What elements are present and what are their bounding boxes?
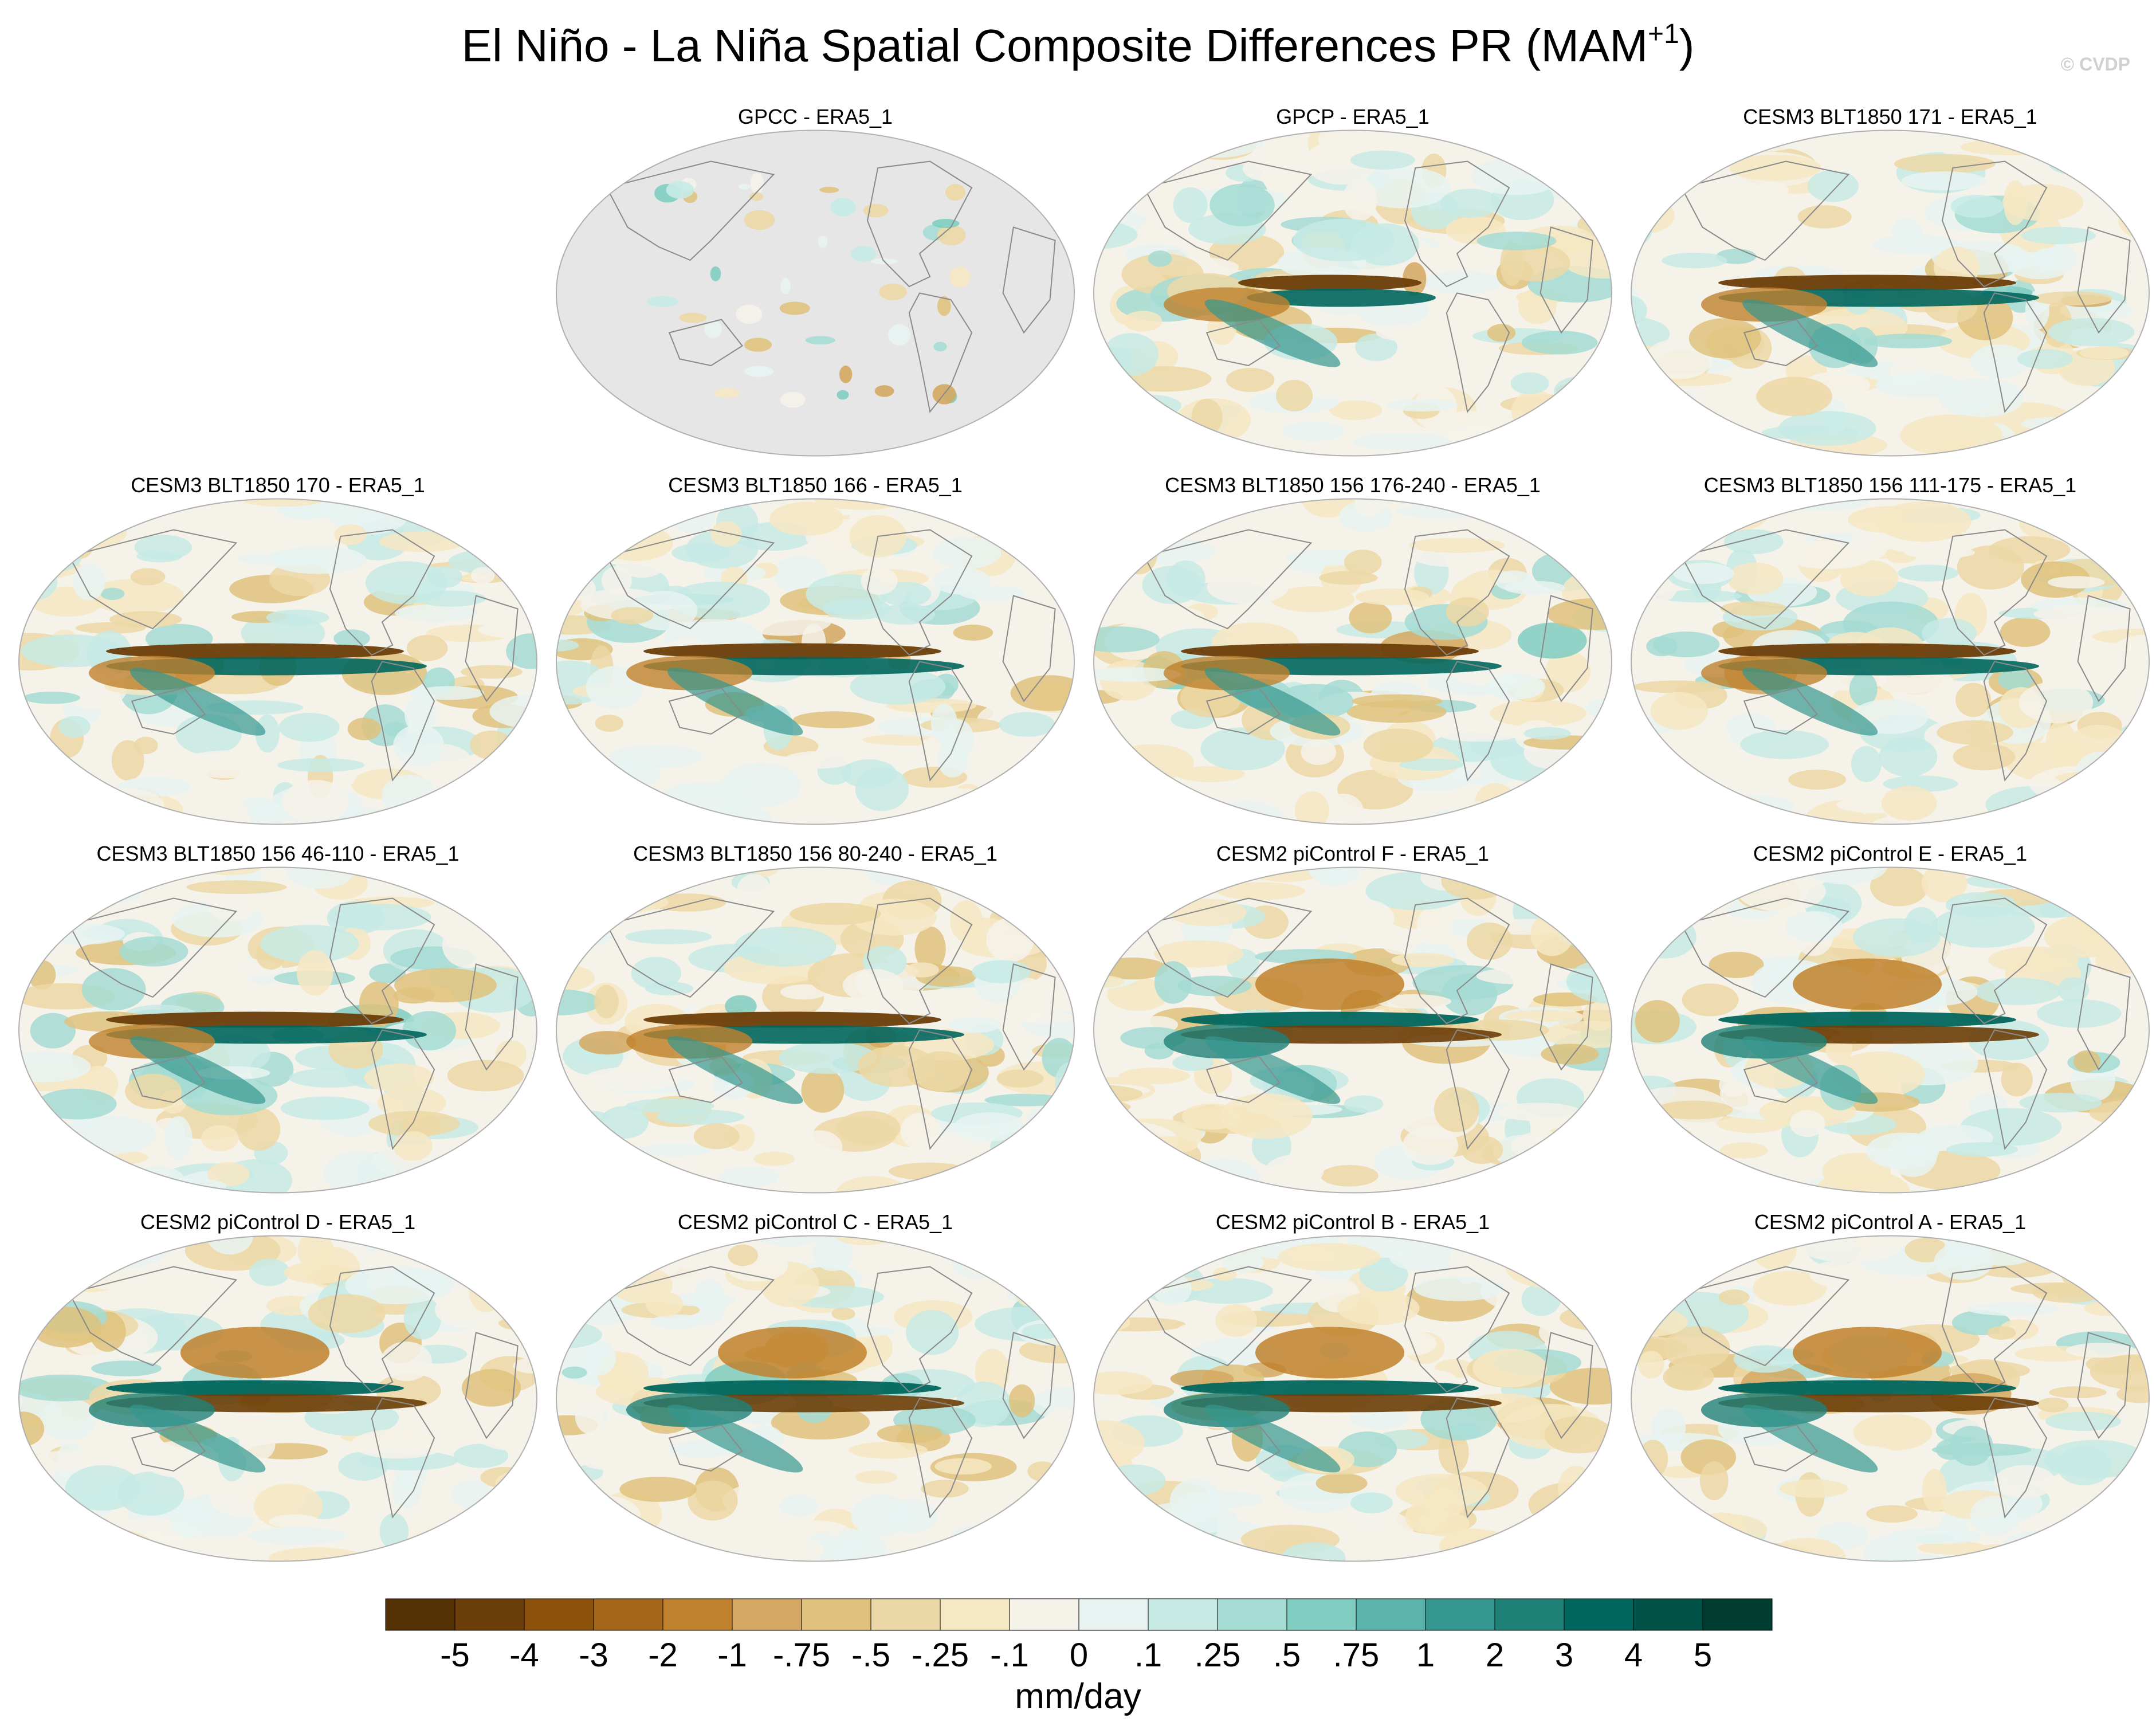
map-panel: CESM2 piControl B - ERA5_1	[1086, 1210, 1619, 1565]
colorbar-swatch	[1494, 1598, 1565, 1631]
map-panel: CESM3 BLT1850 156 46-110 - ERA5_1	[11, 841, 544, 1197]
map-panel: CESM2 piControl F - ERA5_1	[1086, 841, 1619, 1197]
colorbar-swatch	[454, 1598, 525, 1631]
precipitation-map	[18, 1235, 537, 1562]
colorbar-swatch	[1633, 1598, 1703, 1631]
colorbar-swatch	[1564, 1598, 1634, 1631]
panel-title: CESM3 BLT1850 156 111-175 - ERA5_1	[1703, 473, 2077, 497]
map-panel: CESM2 piControl D - ERA5_1	[11, 1210, 544, 1565]
precipitation-map	[1093, 130, 1612, 457]
map-panel: GPCC - ERA5_1	[549, 104, 1082, 460]
map-panel: CESM3 BLT1850 171 - ERA5_1	[1624, 104, 2156, 460]
figure-title: El Niño - La Niña Spatial Composite Diff…	[461, 19, 1695, 71]
map-panel: CESM3 BLT1850 156 111-175 - ERA5_1	[1624, 473, 2156, 828]
panel-title: CESM2 piControl A - ERA5_1	[1754, 1210, 2027, 1234]
precipitation-map	[1093, 498, 1612, 825]
map-panel: CESM2 piControl C - ERA5_1	[549, 1210, 1082, 1565]
colorbar-swatch	[1356, 1598, 1426, 1631]
colorbar-swatch	[1217, 1598, 1287, 1631]
panel-title: GPCC - ERA5_1	[737, 105, 893, 128]
colorbar-swatch	[662, 1598, 733, 1631]
precipitation-map	[556, 866, 1075, 1194]
precipitation-map	[18, 498, 537, 825]
colorbar-swatch	[385, 1598, 455, 1631]
colorbar-swatch	[1286, 1598, 1357, 1631]
map-panel: CESM2 piControl A - ERA5_1	[1624, 1210, 2156, 1565]
colorbar-swatch	[593, 1598, 663, 1631]
precipitation-map	[556, 1235, 1075, 1562]
map-panel: CESM2 piControl E - ERA5_1	[1624, 841, 2156, 1197]
colorbar-swatch	[870, 1598, 941, 1631]
map-panel: CESM3 BLT1850 170 - ERA5_1	[11, 473, 544, 828]
precipitation-map	[556, 498, 1075, 825]
precipitation-map	[1631, 866, 2150, 1194]
panel-title: GPCP - ERA5_1	[1276, 105, 1430, 128]
colorbar-swatch	[524, 1598, 594, 1631]
precipitation-map	[1631, 130, 2150, 457]
colorbar-swatch	[1702, 1598, 1773, 1631]
colorbar-swatch	[1425, 1598, 1495, 1631]
panel-title: CESM2 piControl E - ERA5_1	[1753, 842, 2028, 865]
panel-title: CESM3 BLT1850 170 - ERA5_1	[131, 473, 425, 497]
colorbar-swatch	[732, 1598, 802, 1631]
map-panel: CESM3 BLT1850 156 80-240 - ERA5_1	[549, 841, 1082, 1197]
panel-title: CESM3 BLT1850 166 - ERA5_1	[668, 473, 963, 497]
panel-title: CESM2 piControl F - ERA5_1	[1216, 842, 1490, 865]
panel-title: CESM3 BLT1850 156 46-110 - ERA5_1	[96, 842, 460, 865]
colorbar-swatch	[1078, 1598, 1149, 1631]
precipitation-map	[1093, 866, 1612, 1194]
map-panel: GPCP - ERA5_1	[1086, 104, 1619, 460]
map-panel: CESM3 BLT1850 166 - ERA5_1	[549, 473, 1082, 828]
colorbar-units: mm/day	[1015, 1677, 1141, 1716]
map-panel: CESM3 BLT1850 156 176-240 - ERA5_1	[1086, 473, 1619, 828]
precipitation-map	[1631, 498, 2150, 825]
panel-title: CESM2 piControl D - ERA5_1	[140, 1210, 416, 1234]
colorbar-swatch	[940, 1598, 1010, 1631]
precipitation-map	[1631, 1235, 2150, 1562]
precipitation-map	[556, 130, 1075, 457]
precipitation-map	[1093, 1235, 1612, 1562]
cvdp-watermark: © CVDP	[2060, 54, 2130, 74]
precipitation-map	[18, 866, 537, 1194]
colorbar-swatch	[1009, 1598, 1079, 1631]
panel-title: CESM2 piControl B - ERA5_1	[1215, 1210, 1490, 1234]
panel-title: CESM3 BLT1850 156 80-240 - ERA5_1	[633, 842, 998, 865]
colorbar-swatch	[801, 1598, 871, 1631]
panel-title: CESM3 BLT1850 171 - ERA5_1	[1743, 105, 2037, 128]
colorbar-swatch	[1148, 1598, 1218, 1631]
panel-title: CESM3 BLT1850 156 176-240 - ERA5_1	[1165, 473, 1541, 497]
panel-title: CESM2 piControl C - ERA5_1	[677, 1210, 953, 1234]
